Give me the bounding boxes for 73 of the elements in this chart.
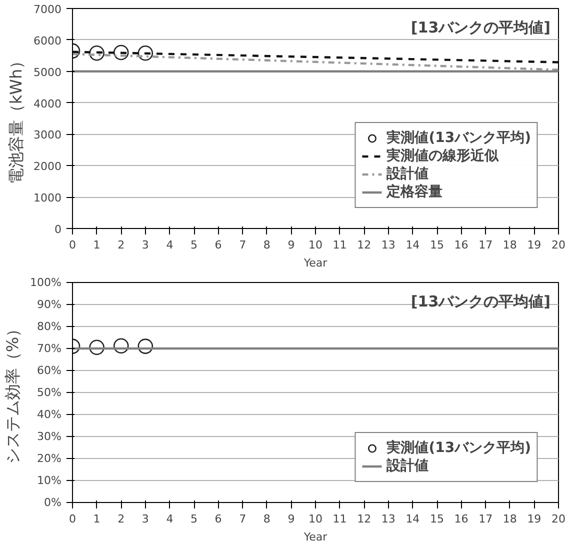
y-tick-label: 0%	[44, 496, 62, 509]
y-tick-label: 4000	[34, 97, 62, 110]
y-tick-label: 6000	[34, 34, 62, 48]
x-tick-label: 2	[118, 512, 125, 526]
x-tick-label: 1	[93, 512, 100, 526]
x-tick-label: 5	[190, 512, 198, 526]
x-tick-label: 0	[69, 238, 76, 252]
x-tick-label: 6	[214, 512, 222, 526]
y-tick-label: 70%	[37, 342, 62, 355]
x-tick-label: 20	[552, 238, 566, 252]
y-tick-label: 60%	[37, 364, 62, 377]
y-tick-label: 7000	[34, 3, 62, 16]
x-tick-label: 13	[381, 512, 396, 526]
x-tick-label: 0	[69, 512, 76, 526]
x-tick-label: 20	[552, 512, 566, 526]
x-tick-label: 8	[263, 238, 270, 252]
x-tick-label: 17	[478, 512, 493, 526]
y-tick-label: 20%	[37, 452, 62, 465]
x-tick-label: 11	[332, 512, 347, 526]
y-axis-title: 電池容量（kWh）	[6, 52, 26, 184]
x-axis-title: Year	[302, 530, 328, 544]
y-tick-label: 90%	[37, 298, 62, 311]
y-tick-label: 2000	[34, 160, 62, 174]
x-axis-title: Year	[302, 256, 328, 270]
legend-label: 実測値(13バンク平均)	[386, 439, 531, 457]
x-tick-label: 19	[527, 512, 542, 526]
x-tick-label: 12	[357, 512, 372, 526]
x-tick-label: 16	[454, 238, 468, 252]
y-tick-label: 5000	[34, 66, 62, 79]
y-tick-label: 3000	[34, 128, 62, 142]
x-tick-label: 9	[288, 512, 295, 526]
x-tick-label: 5	[190, 238, 198, 252]
x-tick-label: 15	[430, 512, 444, 526]
x-tick-label: 10	[308, 238, 322, 252]
legend-label: 実測値(13バンク平均)	[386, 129, 531, 147]
x-tick-label: 14	[406, 238, 420, 252]
legend-label: 定格容量	[386, 183, 443, 201]
x-tick-label: 16	[454, 512, 468, 526]
x-tick-label: 2	[118, 238, 125, 252]
x-tick-label: 17	[478, 238, 493, 252]
x-tick-label: 1	[93, 238, 100, 252]
y-tick-label: 40%	[37, 408, 62, 421]
legend-label: 設計値	[386, 165, 429, 183]
x-tick-label: 3	[142, 238, 149, 252]
x-tick-label: 12	[357, 238, 372, 252]
y-tick-label: 0	[54, 223, 62, 236]
x-tick-label: 14	[406, 512, 420, 526]
x-tick-label: 18	[502, 512, 517, 526]
x-tick-label: 15	[430, 238, 444, 252]
legend-label: 設計値	[386, 457, 429, 475]
x-tick-label: 10	[308, 512, 322, 526]
annotation: [13バンクの平均値]	[410, 18, 551, 36]
x-tick-label: 6	[214, 238, 222, 252]
annotation: [13バンクの平均値]	[410, 292, 551, 310]
y-tick-label: 80%	[37, 320, 62, 333]
x-tick-label: 8	[263, 512, 270, 526]
y-tick-label: 30%	[37, 430, 62, 443]
x-tick-label: 19	[527, 238, 542, 252]
x-tick-label: 3	[142, 512, 149, 526]
x-tick-label: 18	[502, 238, 517, 252]
x-tick-label: 7	[239, 512, 246, 526]
x-tick-label: 7	[239, 238, 246, 252]
y-axis-title: システム効率（%）	[3, 320, 22, 464]
y-tick-label: 1000	[34, 192, 62, 205]
legend-label: 実測値の線形近似	[386, 147, 499, 165]
y-tick-label: 10%	[37, 474, 62, 487]
y-tick-label: 50%	[37, 386, 62, 399]
x-tick-label: 9	[288, 238, 295, 252]
x-tick-label: 11	[332, 238, 347, 252]
x-tick-label: 13	[381, 238, 396, 252]
x-tick-label: 4	[166, 512, 174, 526]
x-tick-label: 4	[166, 238, 174, 252]
y-tick-label: 100%	[30, 276, 62, 289]
